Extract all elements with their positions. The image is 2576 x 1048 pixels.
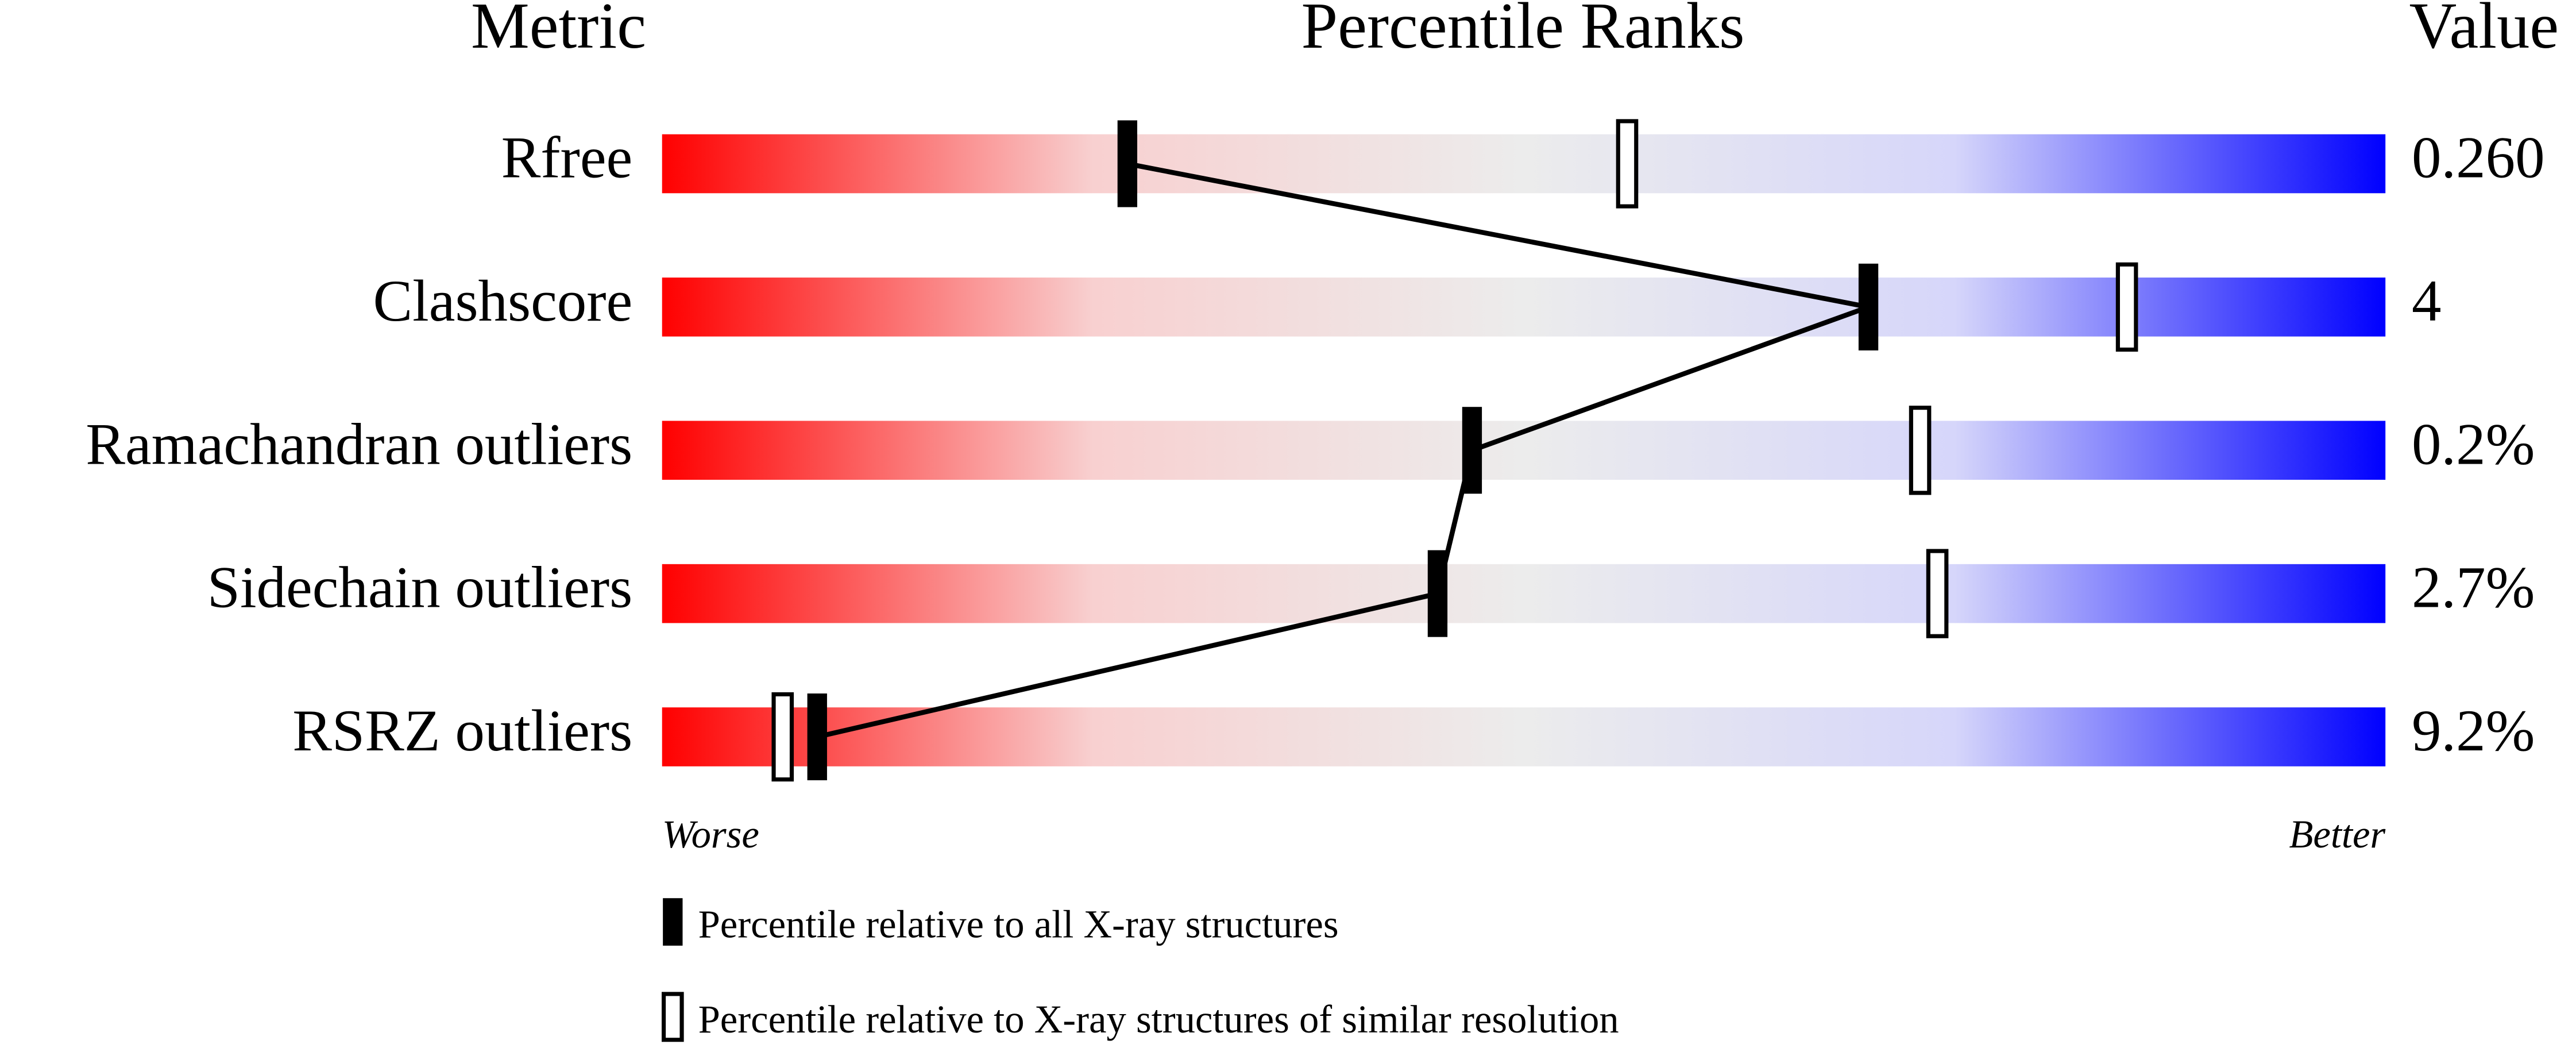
- metric-label: RSRZ outliers: [292, 698, 632, 764]
- legend-label: Percentile relative to X-ray structures …: [698, 997, 1619, 1041]
- filled-marker: [1462, 407, 1482, 494]
- metric-value: 9.2%: [2412, 698, 2535, 764]
- percentile-bar: [662, 707, 2386, 766]
- filled-marker: [1117, 120, 1138, 207]
- metric-value: 2.7%: [2412, 555, 2535, 621]
- filled-marker: [1858, 263, 1879, 350]
- metric-label: Ramachandran outliers: [86, 411, 632, 477]
- legend-label: Percentile relative to all X-ray structu…: [698, 903, 1339, 946]
- metric-header: Metric: [471, 0, 646, 62]
- open-marker: [2115, 262, 2138, 352]
- filled-marker: [1427, 550, 1448, 637]
- legend-marker: [663, 898, 683, 946]
- percentile-bar: [662, 278, 2386, 337]
- legend-marker: [661, 992, 684, 1042]
- metric-label: Rfree: [501, 125, 633, 191]
- percentile-bar: [662, 564, 2386, 623]
- metric-value: 0.260: [2412, 125, 2545, 191]
- value-header: Value: [2409, 0, 2559, 62]
- percentile-bar: [662, 134, 2386, 194]
- open-marker: [1926, 549, 1949, 638]
- metric-value: 4: [2412, 268, 2441, 334]
- metric-label: Sidechain outliers: [207, 555, 633, 621]
- metric-label: Clashscore: [373, 268, 633, 334]
- better-label: Better: [2289, 812, 2385, 856]
- ranks-header: Percentile Ranks: [1301, 0, 1745, 62]
- open-marker: [1909, 406, 1932, 495]
- metric-value: 0.2%: [2412, 411, 2535, 477]
- open-marker: [771, 692, 794, 782]
- filled-marker: [807, 693, 827, 781]
- worse-label: Worse: [662, 812, 759, 856]
- open-marker: [1616, 119, 1639, 209]
